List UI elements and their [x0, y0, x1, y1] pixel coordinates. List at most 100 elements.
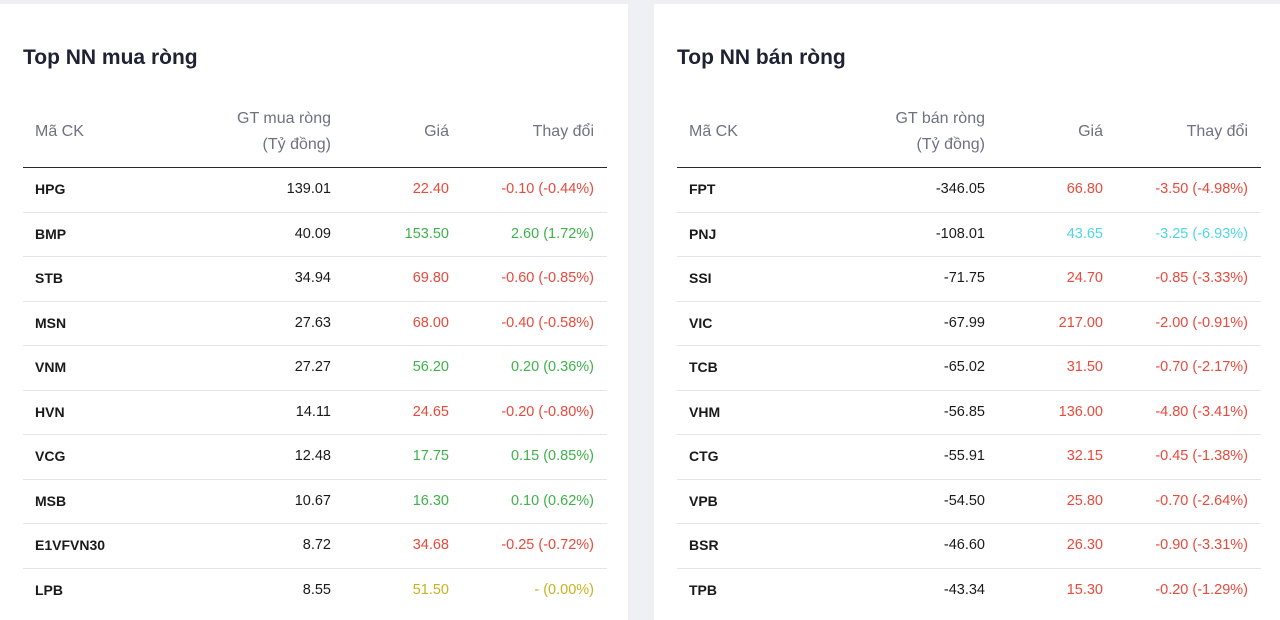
price: 25.80: [1066, 492, 1103, 509]
stock-symbol[interactable]: HPG: [35, 181, 66, 197]
table-body: HPG 139.01 22.40 -0.10 (-0.44%) BMP 40.09 153.…: [23, 168, 607, 612]
price: 217.00: [1058, 314, 1103, 331]
price: 24.70: [1066, 270, 1103, 286]
price-change: -0.45 (-1.38%): [1155, 448, 1248, 464]
price-change: -0.60 (-0.85%): [501, 270, 594, 286]
price-change: -2.00 (-0.91%): [1155, 314, 1248, 331]
stock-symbol[interactable]: SSI: [689, 270, 712, 286]
price: 43.65: [1066, 225, 1103, 242]
net-value: 8.72: [302, 537, 331, 553]
net-value: -54.50: [943, 492, 985, 509]
price: 34.68: [412, 537, 449, 553]
price: 69.80: [412, 270, 449, 286]
price-change: 0.10 (0.62%): [510, 492, 594, 509]
net-sell-table: Mã CK GT bán ròng (Tỷ đồng) Giá Thay đổi…: [677, 98, 1261, 612]
price-change: -0.20 (-0.80%): [501, 403, 594, 420]
table-body: FPT -346.05 66.80 -3.50 (-4.98%) PNJ -108.01 4…: [677, 168, 1261, 612]
header-change: Thay đổi: [532, 123, 594, 140]
price: 26.30: [1066, 537, 1103, 553]
net-value: 27.63: [294, 314, 331, 331]
top-net-sell-panel: Top NN bán ròng Mã CK GT bán ròng (Tỷ đồ…: [654, 4, 1280, 620]
header-value: GT bán ròng (Tỷ đồng): [785, 106, 985, 158]
stock-symbol[interactable]: BMP: [35, 225, 67, 242]
price: 17.75: [412, 448, 449, 464]
price-change: 2.60 (1.72%): [510, 225, 594, 242]
table-row[interactable]: VIC -67.99 217.00 -2.00 (-0.91%): [677, 302, 1261, 346]
price: 66.80: [1066, 181, 1103, 197]
stock-symbol[interactable]: CTG: [689, 448, 719, 464]
table-row[interactable]: MSN 27.63 68.00 -0.40 (-0.58%): [23, 302, 607, 346]
price-change: -0.40 (-0.58%): [501, 314, 594, 331]
table-header: Mã CK GT mua ròng (Tỷ đồng) Giá Thay đổi: [23, 98, 607, 168]
net-value: 40.09: [294, 225, 331, 242]
table-row[interactable]: CTG -55.91 32.15 -0.45 (-1.38%): [677, 435, 1261, 480]
price: 68.00: [412, 314, 449, 331]
price-change: -0.10 (-0.44%): [501, 181, 594, 197]
net-value: -108.01: [935, 225, 985, 242]
stock-symbol[interactable]: STB: [35, 270, 63, 286]
stock-symbol[interactable]: VIC: [689, 314, 713, 331]
table-row[interactable]: VNM 27.27 56.20 0.20 (0.36%): [23, 346, 607, 391]
table-row[interactable]: E1VFVN30 8.72 34.68 -0.25 (-0.72%): [23, 524, 607, 569]
table-row[interactable]: BMP 40.09 153.50 2.60 (1.72%): [23, 213, 607, 257]
panel-title: Top NN mua ròng: [23, 46, 198, 69]
net-value: -46.60: [943, 537, 985, 553]
table-row[interactable]: MSB 10.67 16.30 0.10 (0.62%): [23, 480, 607, 524]
net-value: -55.91: [943, 448, 985, 464]
stock-symbol[interactable]: TPB: [689, 581, 717, 598]
price-change: 0.15 (0.85%): [510, 448, 594, 464]
table-row[interactable]: STB 34.94 69.80 -0.60 (-0.85%): [23, 257, 607, 302]
header-symbol: Mã CK: [35, 123, 84, 140]
price-change: -3.50 (-4.98%): [1155, 181, 1248, 197]
price: 32.15: [1066, 448, 1103, 464]
net-value: -43.34: [943, 581, 985, 598]
stock-symbol[interactable]: PNJ: [689, 225, 717, 242]
top-net-buy-panel: Top NN mua ròng Mã CK GT mua ròng (Tỷ đồ…: [0, 4, 628, 620]
net-value: -71.75: [943, 270, 985, 286]
stock-symbol[interactable]: MSN: [35, 314, 67, 331]
stock-symbol[interactable]: VHM: [689, 403, 721, 420]
header-change: Thay đổi: [1186, 123, 1248, 140]
net-value: 14.11: [295, 403, 331, 420]
net-value: -346.05: [935, 181, 985, 197]
price-change: -3.25 (-6.93%): [1155, 225, 1248, 242]
table-row[interactable]: VHM -56.85 136.00 -4.80 (-3.41%): [677, 391, 1261, 435]
net-value: 10.67: [294, 492, 331, 509]
net-value: -65.02: [943, 359, 985, 375]
stock-symbol[interactable]: E1VFVN30: [35, 537, 106, 553]
table-row[interactable]: BSR -46.60 26.30 -0.90 (-3.31%): [677, 524, 1261, 569]
price: 15.30: [1066, 581, 1103, 598]
price-change: -0.90 (-3.31%): [1155, 537, 1248, 553]
table-row[interactable]: VPB -54.50 25.80 -0.70 (-2.64%): [677, 480, 1261, 524]
stock-symbol[interactable]: VNM: [35, 359, 67, 375]
table-row[interactable]: LPB 8.55 51.50 - (0.00%): [23, 569, 607, 613]
price: 24.65: [412, 403, 449, 420]
table-row[interactable]: SSI -71.75 24.70 -0.85 (-3.33%): [677, 257, 1261, 302]
table-row[interactable]: TCB -65.02 31.50 -0.70 (-2.17%): [677, 346, 1261, 391]
stock-symbol[interactable]: MSB: [35, 492, 67, 509]
table-row[interactable]: VCG 12.48 17.75 0.15 (0.85%): [23, 435, 607, 480]
net-value: 8.55: [302, 581, 331, 598]
table-row[interactable]: HVN 14.11 24.65 -0.20 (-0.80%): [23, 391, 607, 435]
table-row[interactable]: PNJ -108.01 43.65 -3.25 (-6.93%): [677, 213, 1261, 257]
net-value: 27.27: [294, 359, 331, 375]
price: 31.50: [1066, 359, 1103, 375]
table-row[interactable]: TPB -43.34 15.30 -0.20 (-1.29%): [677, 569, 1261, 613]
stock-symbol[interactable]: FPT: [689, 181, 716, 197]
stock-symbol[interactable]: VCG: [35, 448, 66, 464]
net-value: 139.01: [286, 181, 331, 197]
price-change: -4.80 (-3.41%): [1155, 403, 1248, 420]
table-row[interactable]: HPG 139.01 22.40 -0.10 (-0.44%): [23, 168, 607, 213]
header-value-line1: GT mua ròng: [237, 110, 331, 127]
stock-symbol[interactable]: LPB: [35, 581, 63, 598]
stock-symbol[interactable]: BSR: [689, 537, 719, 553]
header-value-line2: (Tỷ đồng): [916, 136, 985, 153]
stock-symbol[interactable]: TCB: [689, 359, 718, 375]
price-change: - (0.00%): [534, 581, 594, 598]
table-row[interactable]: FPT -346.05 66.80 -3.50 (-4.98%): [677, 168, 1261, 213]
price: 16.30: [412, 492, 449, 509]
stock-symbol[interactable]: VPB: [689, 492, 718, 509]
stock-symbol[interactable]: HVN: [35, 403, 65, 420]
header-price: Giá: [1078, 123, 1103, 140]
price-change: -0.20 (-1.29%): [1155, 581, 1248, 598]
